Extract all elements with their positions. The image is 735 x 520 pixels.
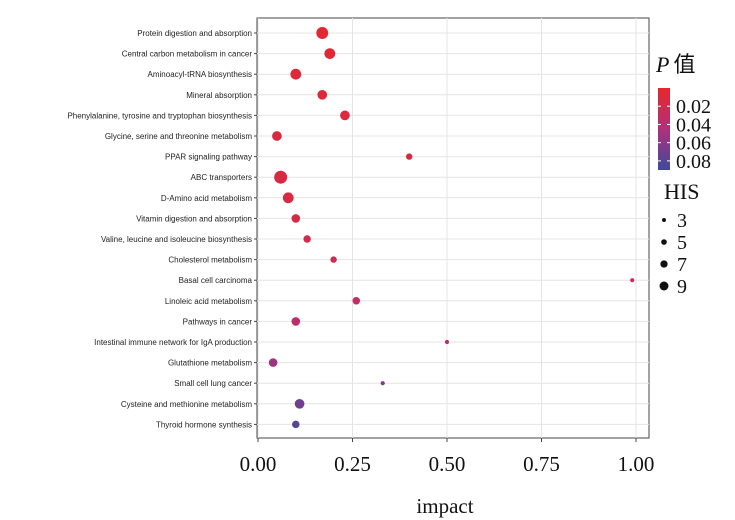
y-tick-label: Small cell lung cancer — [174, 379, 252, 388]
y-tick-label: Cysteine and methionine metabolism — [121, 400, 253, 409]
color-legend-tick-label: 0.04 — [676, 114, 711, 136]
y-tick-label: Vitamin digestion and absorption — [136, 214, 252, 223]
data-point — [630, 278, 635, 283]
data-point — [444, 339, 450, 345]
y-tick-label: Cholesterol metabolism — [168, 256, 252, 265]
color-legend-tick-label: 0.06 — [676, 133, 711, 155]
y-tick-label: D-Amino acid metabolism — [161, 194, 252, 203]
data-point — [274, 170, 288, 184]
size-legend-dot — [659, 281, 669, 291]
color-legend-tick-label: 0.08 — [676, 151, 711, 173]
data-point — [282, 192, 294, 204]
size-legend-label: 5 — [677, 232, 687, 254]
x-axis-ticks: 0.00 0.25 0.50 0.75 1.00 — [240, 438, 655, 476]
data-point — [380, 381, 385, 386]
y-tick-label: Aminoacyl-tRNA biosynthesis — [148, 70, 252, 79]
y-tick-label: Mineral absorption — [186, 91, 252, 100]
size-legend-title: HIS — [664, 179, 699, 204]
y-tick-label: Central carbon metabolism in cancer — [122, 50, 253, 59]
size-legend-dot — [661, 239, 667, 245]
x-tick-label: 0.75 — [523, 452, 560, 476]
x-tick-label: 0.00 — [240, 452, 277, 476]
data-point — [316, 27, 329, 39]
data-point — [324, 48, 336, 59]
data-point — [294, 398, 305, 409]
y-tick-label: Pathways in cancer — [183, 317, 253, 326]
y-tick-label: Thyroid hormone synthesis — [156, 420, 252, 429]
data-point — [340, 110, 350, 121]
data-point — [291, 317, 301, 326]
data-point — [303, 235, 311, 243]
size-legend-dot — [660, 260, 668, 268]
size-legend-dot — [662, 218, 666, 222]
data-point — [291, 214, 301, 223]
plot-panel — [256, 17, 650, 439]
x-tick-label: 1.00 — [618, 452, 655, 476]
data-point — [330, 256, 337, 263]
data-point — [292, 420, 300, 429]
y-tick-label: Glycine, serine and threonine metabolism — [105, 132, 253, 141]
y-tick-label: Intestinal immune network for IgA produc… — [94, 338, 252, 347]
size-legend-label: 9 — [677, 276, 687, 298]
y-tick-label: Protein digestion and absorption — [137, 29, 252, 38]
color-legend-ticks: 0.020.040.060.08 — [658, 96, 711, 173]
size-legend-label: 3 — [677, 210, 687, 232]
x-axis-label: impact — [416, 494, 473, 518]
data-point — [268, 358, 278, 367]
data-points — [268, 27, 635, 429]
data-point — [290, 68, 302, 80]
x-tick-label: 0.50 — [429, 452, 466, 476]
y-tick-label: ABC transporters — [191, 173, 252, 182]
color-legend-tick-label: 0.02 — [676, 96, 711, 118]
y-tick-label: Valine, leucine and isoleucine biosynthe… — [101, 235, 252, 244]
data-point — [406, 153, 413, 160]
data-point — [352, 297, 361, 305]
y-tick-label: PPAR signaling pathway — [165, 153, 252, 162]
data-point — [317, 89, 328, 100]
color-legend-bar — [658, 88, 670, 170]
y-tick-label: Linoleic acid metabolism — [165, 297, 252, 306]
data-point — [272, 131, 282, 141]
y-tick-label: Phenylalanine, tyrosine and tryptophan b… — [67, 111, 252, 120]
size-legend-label: 7 — [677, 254, 687, 276]
y-tick-label: Glutathione metabolism — [168, 359, 252, 368]
x-tick-label: 0.25 — [334, 452, 371, 476]
y-tick-label: Basal cell carcinoma — [179, 276, 253, 285]
y-axis-categories: Protein digestion and absorption Central … — [67, 29, 257, 429]
